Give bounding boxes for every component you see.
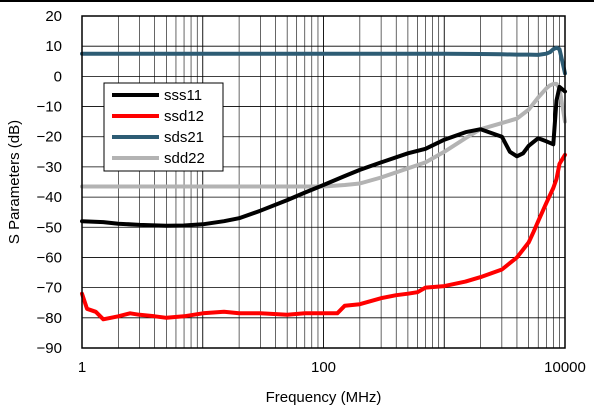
series-line-ssd12 [80,152,567,322]
x-axis-label: Frequency (MHz) [266,389,382,406]
series-line-sds21 [80,45,567,76]
y-tick-label: −40 [37,189,62,206]
series-lines [80,45,567,322]
y-tick-labels: 20 10 0 −10 −20 −30 −40 −50 −60 −70 −80 −90 [37,8,62,357]
plot-frame [81,15,566,349]
y-tick-label: 10 [45,38,62,55]
y-tick-label: −80 [37,310,62,327]
grid-lines [81,15,565,349]
legend-label-sdd22: sdd22 [164,150,205,167]
series-line-sdd22 [80,81,567,189]
legend: sss11 ssd12 sds21 sdd22 [103,82,224,172]
y-tick-label: 0 [54,68,62,85]
series-line-sss11 [80,84,567,228]
legend-label-sds21: sds21 [164,129,204,146]
x-tick-label: 100 [311,359,336,376]
y-tick-label: −30 [37,159,62,176]
top-rule [0,0,594,2]
y-tick-label: 20 [45,8,62,25]
y-tick-label: −20 [37,129,62,146]
legend-label-sss11: sss11 [164,87,202,104]
x-tick-label: 10000 [544,359,586,376]
y-tick-label: −60 [37,249,62,266]
y-axis-label: S Parameters (dB) [6,120,23,244]
legend-label-ssd12: ssd12 [164,108,204,125]
x-tick-labels: 1 100 10000 [78,359,586,376]
y-tick-label: −70 [37,280,62,297]
y-tick-label: −10 [37,99,62,116]
y-tick-label: −50 [37,219,62,236]
y-tick-label: −90 [37,340,62,357]
x-tick-label: 1 [78,359,86,376]
